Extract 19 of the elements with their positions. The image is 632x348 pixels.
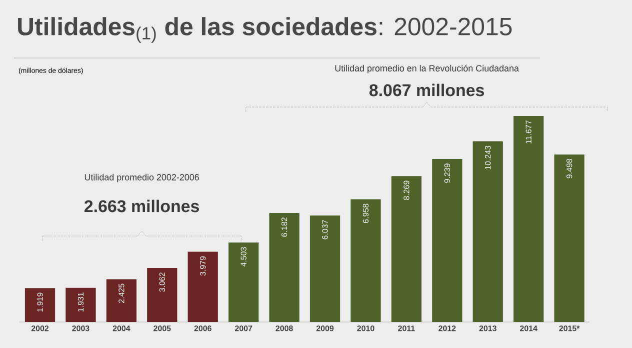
bar bbox=[228, 242, 259, 322]
chart-title: Utilidades$_{(1)}$ de las sociedades: 2002-2015 bbox=[18, 17, 512, 43]
bar bbox=[472, 141, 503, 322]
bar bbox=[106, 279, 136, 322]
bar bbox=[188, 252, 218, 322]
bar bbox=[24, 288, 56, 322]
bar bbox=[269, 212, 300, 322]
bar bbox=[391, 176, 422, 322]
bar bbox=[350, 199, 381, 322]
annotation: Utilidad promedio 2002-2006 bbox=[84, 174, 199, 182]
bar bbox=[147, 268, 178, 322]
annotation: 2.663 millones bbox=[84, 200, 199, 212]
bar bbox=[554, 154, 584, 322]
bar bbox=[66, 288, 96, 322]
bar bbox=[514, 116, 544, 322]
text: Utilidad promedio en la Revolución Ciudadana bbox=[335, 64, 519, 74]
bar bbox=[310, 215, 340, 322]
bar bbox=[432, 159, 462, 322]
text: 8.067 millones bbox=[369, 84, 484, 96]
